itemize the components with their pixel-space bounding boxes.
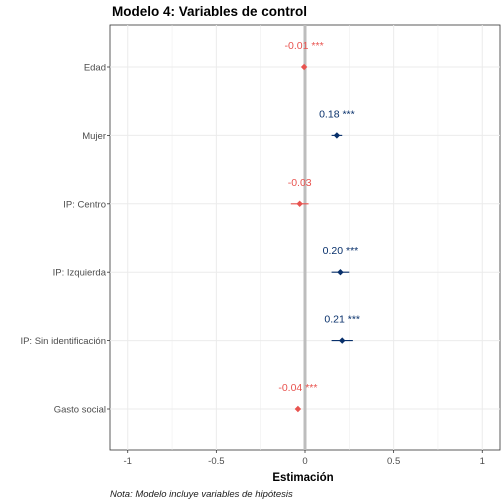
y-tick-label: Mujer <box>82 131 106 142</box>
estimate-point <box>296 200 303 207</box>
estimate-label: 0.20 *** <box>323 245 359 257</box>
x-tick-label: 0 <box>302 456 307 467</box>
estimate-label: -0.04 *** <box>278 382 317 394</box>
x-axis-title: Estimación <box>272 472 333 484</box>
x-tick-label: -0.5 <box>208 456 224 467</box>
estimate-label: 0.18 *** <box>319 108 355 120</box>
x-tick-label: 0.5 <box>387 456 400 467</box>
x-tick-label: -1 <box>124 456 132 467</box>
x-axis: -1 -0.5 0 0.5 1 <box>124 450 485 467</box>
estimate-label: -0.01 *** <box>285 40 324 52</box>
estimate-label: 0.21 *** <box>324 314 360 326</box>
estimate-point <box>294 405 302 413</box>
estimate-marks: -0.01 *** 0.18 *** -0.03 0.20 *** 0.21 *** -0… <box>278 40 360 413</box>
estimate-point <box>337 269 344 276</box>
y-tick-label: IP: Izquierda <box>53 268 107 279</box>
y-tick-label: Gasto social <box>54 405 106 416</box>
y-tick-label: Edad <box>84 63 106 74</box>
y-tick-label: IP: Centro <box>63 199 106 210</box>
y-axis: Edad Mujer IP: Centro IP: Izquierda IP: Sin … <box>20 63 110 416</box>
estimate-label: -0.03 <box>288 177 312 189</box>
x-tick-label: 1 <box>480 456 485 467</box>
caption-note: Nota: Modelo incluye variables de hipóte… <box>110 489 293 500</box>
chart-title: Modelo 4: Variables de control <box>112 4 307 19</box>
estimate-point <box>300 63 308 71</box>
y-tick-label: IP: Sin identificación <box>20 336 106 347</box>
estimate-point <box>333 132 341 139</box>
estimate-point <box>339 337 346 344</box>
